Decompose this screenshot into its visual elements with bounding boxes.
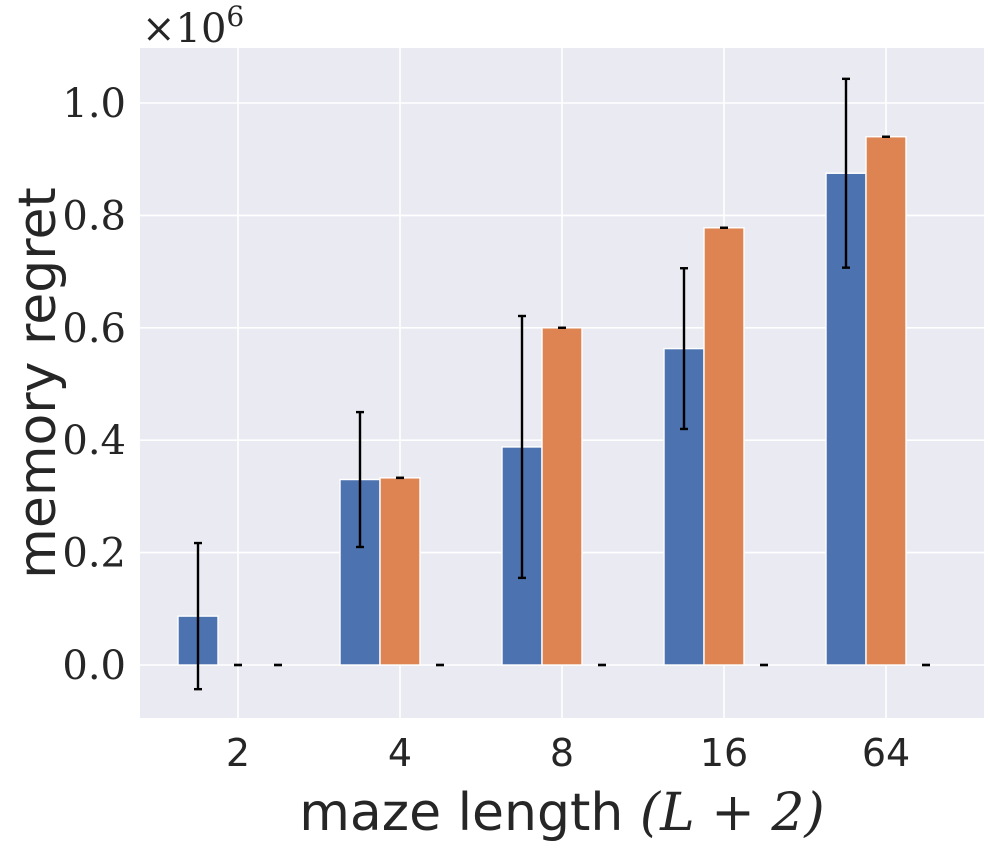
- bars: [177, 136, 907, 666]
- x-axis-label-text: maze length: [299, 783, 623, 843]
- x-tick-label-2: 2: [226, 731, 250, 775]
- bar-series-2-4: [379, 477, 421, 666]
- y-tick-label-0.8: 0.8: [62, 193, 126, 239]
- x-tick-label-8: 8: [550, 731, 574, 775]
- y-axis-label: memory regret: [8, 187, 68, 579]
- y-tick-label-0.4: 0.4: [62, 418, 126, 464]
- x-tick-label-4: 4: [388, 731, 412, 775]
- y-multiplier-base: ×10: [142, 6, 226, 52]
- y-tick-label-0.2: 0.2: [62, 531, 126, 577]
- y-tick-labels: 0.0 0.2 0.4 0.6 0.8 1.0: [62, 81, 126, 689]
- x-axis-label: maze length (L + 2): [299, 783, 824, 843]
- y-tick-label-1.0: 1.0: [62, 81, 126, 127]
- y-tick-label-0.6: 0.6: [62, 306, 126, 352]
- x-axis-label-math: (L + 2): [640, 783, 825, 843]
- y-tick-label-0.0: 0.0: [62, 643, 126, 689]
- x-tick-label-16: 16: [700, 731, 748, 775]
- y-multiplier: ×106: [142, 0, 244, 52]
- x-tick-labels: 2 4 8 16 64: [226, 731, 910, 775]
- error-bars: [194, 77, 930, 691]
- x-tick-label-64: 64: [862, 731, 910, 775]
- bar-series-2-16: [703, 227, 745, 666]
- bar-series-2-64: [865, 136, 907, 666]
- bar-series-2-8: [541, 327, 583, 666]
- y-multiplier-exponent: 6: [226, 0, 244, 33]
